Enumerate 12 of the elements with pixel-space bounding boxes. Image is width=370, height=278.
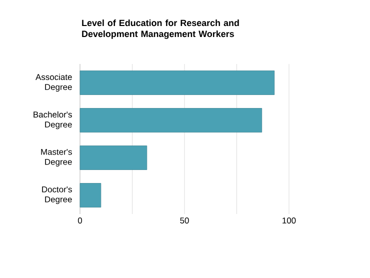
y-tick-label: Master's Degree — [41, 148, 72, 167]
y-tick-label: Bachelor's Degree — [34, 111, 72, 130]
y-tick-label: Doctor's Degree — [42, 186, 72, 204]
y-tick-label: Associate Degree — [36, 74, 72, 92]
x-tick-label: 0 — [78, 218, 82, 224]
x-tick-label: 100 — [282, 218, 296, 224]
bar — [80, 146, 148, 170]
bar — [80, 183, 102, 208]
bar — [80, 108, 262, 132]
x-tick-label: 50 — [180, 218, 189, 224]
bar — [80, 70, 275, 95]
chart-title: Level of Education for Research and Development Management Workers — [82, 20, 239, 39]
